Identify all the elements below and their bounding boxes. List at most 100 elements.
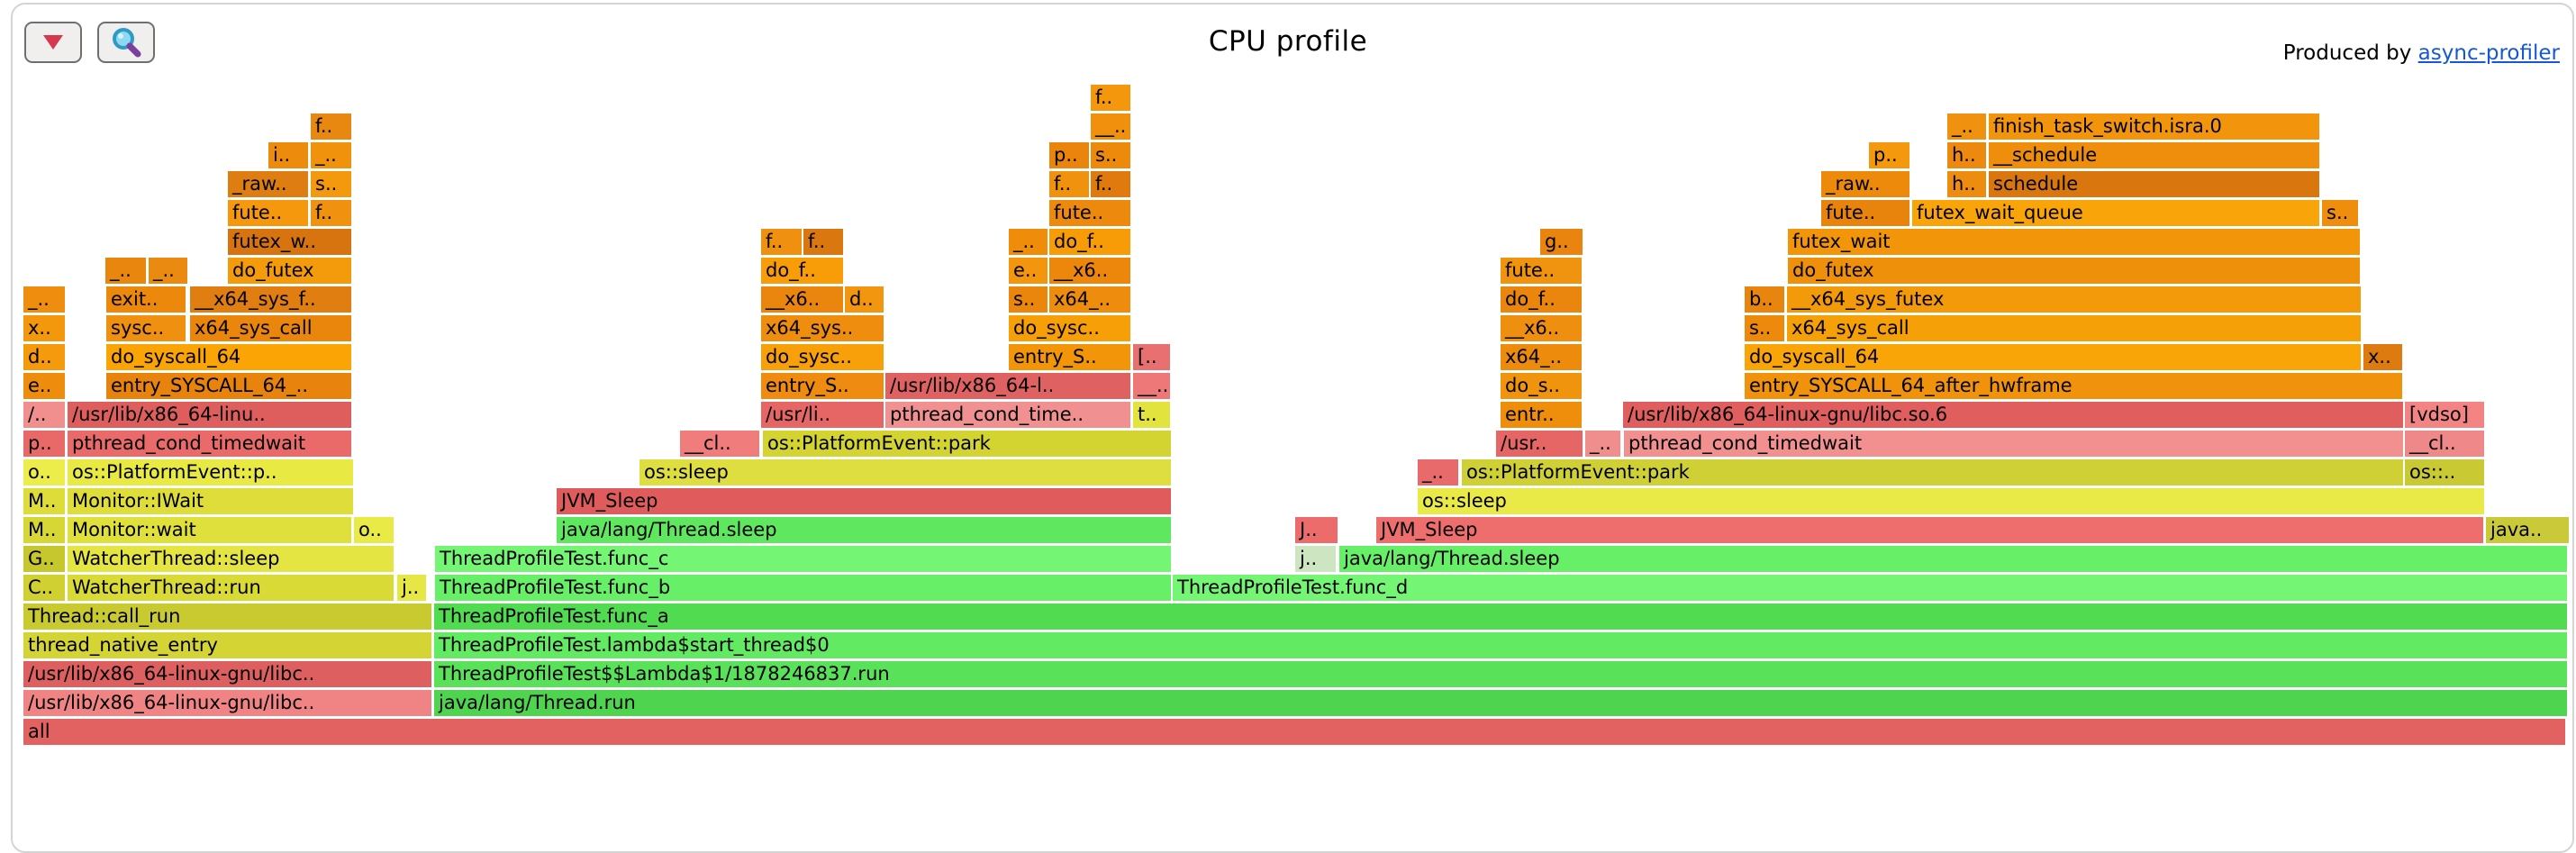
flame-frame[interactable]: x64_sys_call (1787, 315, 2361, 341)
flame-frame[interactable]: J.. (1295, 517, 1338, 543)
flame-frame[interactable]: /usr/lib/x86_64-linux-gnu/libc.. (23, 690, 431, 716)
flame-frame[interactable]: t.. (1133, 402, 1170, 428)
flame-frame[interactable]: JVM_Sleep (1376, 517, 2483, 543)
flame-frame[interactable]: [vdso] (2405, 402, 2484, 428)
flame-frame[interactable]: /usr/li.. (761, 402, 884, 428)
flame-frame[interactable]: e.. (1009, 258, 1048, 284)
async-profiler-link[interactable]: async-profiler (2417, 41, 2560, 65)
flame-frame[interactable]: os::sleep (1418, 488, 2484, 514)
flame-frame[interactable]: os::PlatformEvent::park (763, 431, 1171, 457)
flame-frame[interactable]: /usr.. (1496, 431, 1583, 457)
flame-frame[interactable]: do_s.. (1501, 373, 1582, 399)
flame-frame[interactable]: JVM_Sleep (557, 488, 1171, 514)
flame-frame[interactable]: futex_wait_queue (1912, 200, 2319, 226)
flame-frame[interactable]: _raw.. (1821, 171, 1909, 197)
flame-frame[interactable]: finish_task_switch.isra.0 (1989, 113, 2319, 140)
flame-frame[interactable]: x.. (2363, 344, 2402, 370)
flame-frame[interactable]: WatcherThread::run (68, 575, 394, 601)
flame-frame[interactable]: _.. (311, 142, 351, 168)
flame-frame[interactable]: _.. (1009, 229, 1048, 255)
flame-frame[interactable]: _raw.. (228, 171, 308, 197)
flame-frame[interactable]: M.. (23, 517, 65, 543)
flame-frame[interactable]: _.. (1418, 459, 1458, 485)
flame-frame[interactable]: p.. (23, 431, 65, 457)
flame-frame[interactable]: /.. (23, 402, 65, 428)
flame-frame[interactable]: C.. (23, 575, 65, 601)
flame-frame[interactable]: p.. (1869, 142, 1909, 168)
flame-frame[interactable]: ThreadProfileTest.func_d (1173, 575, 2567, 601)
flame-frame[interactable]: futex_wait (1788, 229, 2360, 255)
flame-frame[interactable]: __.. (1091, 113, 1130, 140)
flame-frame[interactable]: entry_SYSCALL_64_.. (106, 373, 351, 399)
flame-frame[interactable]: p.. (1049, 142, 1089, 168)
flame-frame[interactable]: _.. (1947, 113, 1986, 140)
flame-frame[interactable]: f.. (311, 200, 351, 226)
collapse-button[interactable] (24, 22, 82, 63)
flame-frame[interactable]: f.. (311, 113, 351, 140)
flame-frame[interactable]: ThreadProfileTest.func_a (434, 603, 2567, 630)
flame-frame[interactable]: os::PlatformEvent::p.. (68, 459, 353, 485)
flame-frame[interactable]: thread_native_entry (23, 632, 431, 658)
flame-frame[interactable]: f.. (1091, 171, 1130, 197)
flame-frame[interactable]: java/lang/Thread.sleep (557, 517, 1171, 543)
flame-frame[interactable]: schedule (1989, 171, 2319, 197)
flame-frame[interactable]: b.. (1745, 286, 1784, 313)
flame-frame[interactable]: __x6.. (1501, 315, 1582, 341)
flame-frame[interactable]: f.. (803, 229, 843, 255)
flame-frame[interactable]: h.. (1947, 171, 1986, 197)
flame-frame[interactable]: __.. (1133, 373, 1170, 399)
flame-frame[interactable]: /usr/lib/x86_64-linu.. (68, 402, 351, 428)
flame-frame[interactable]: pthread_cond_timedwait (1624, 431, 2403, 457)
flame-frame[interactable]: _.. (105, 258, 146, 284)
flame-frame[interactable]: sysc.. (106, 315, 186, 341)
flame-frame[interactable]: f.. (1091, 85, 1130, 111)
flame-frame[interactable]: pthread_cond_timedwait (68, 431, 351, 457)
flame-frame[interactable]: f.. (1049, 171, 1089, 197)
flame-frame[interactable]: i.. (268, 142, 308, 168)
flame-frame[interactable]: do_syscall_64 (106, 344, 351, 370)
flame-frame[interactable]: s.. (311, 171, 351, 197)
flame-frame[interactable]: __x6.. (1049, 258, 1130, 284)
flame-frame[interactable]: do_sysc.. (1009, 315, 1130, 341)
flame-frame[interactable]: d.. (845, 286, 884, 313)
flame-frame[interactable]: ThreadProfileTest$$Lambda$1/1878246837.r… (434, 661, 2567, 687)
flame-frame[interactable]: ThreadProfileTest.lambda$start_thread$0 (434, 632, 2567, 658)
flame-frame[interactable]: Monitor::wait (68, 517, 351, 543)
flame-frame[interactable]: do_f.. (1501, 286, 1582, 313)
flame-frame[interactable]: fute.. (1501, 258, 1582, 284)
flame-frame[interactable]: do_sysc.. (761, 344, 884, 370)
flame-frame[interactable]: f.. (761, 229, 802, 255)
flame-frame[interactable]: x64_sys.. (761, 315, 884, 341)
flame-frame[interactable]: java/lang/Thread.sleep (1339, 546, 2567, 572)
flame-frame[interactable]: exit.. (106, 286, 186, 313)
flame-frame[interactable]: Thread::call_run (23, 603, 431, 630)
flame-frame[interactable]: h.. (1947, 142, 1986, 168)
flame-frame[interactable]: x.. (23, 315, 65, 341)
flame-frame[interactable]: entry_S.. (761, 373, 884, 399)
flame-frame[interactable]: WatcherThread::sleep (68, 546, 394, 572)
flame-frame[interactable]: M.. (23, 488, 65, 514)
flame-frame[interactable]: o.. (354, 517, 394, 543)
flame-frame[interactable]: [.. (1133, 344, 1170, 370)
flame-frame[interactable]: _.. (149, 258, 187, 284)
flame-frame[interactable]: fute.. (1821, 200, 1909, 226)
flame-frame[interactable]: j.. (397, 575, 426, 601)
flame-frame[interactable]: Monitor::IWait (68, 488, 353, 514)
flame-frame[interactable]: __cl.. (2405, 431, 2484, 457)
flame-frame[interactable]: all (23, 719, 2565, 745)
flame-frame[interactable]: futex_w.. (228, 229, 351, 255)
flame-frame[interactable]: do_futex (228, 258, 351, 284)
flame-frame[interactable]: os::.. (2405, 459, 2484, 485)
flame-frame[interactable]: e.. (23, 373, 65, 399)
flame-frame[interactable]: x64_.. (1049, 286, 1130, 313)
flame-frame[interactable]: do_f.. (761, 258, 843, 284)
search-button[interactable] (97, 22, 155, 63)
flame-frame[interactable]: g.. (1540, 229, 1583, 255)
flame-frame[interactable]: __x6.. (761, 286, 843, 313)
flame-frame[interactable]: do_syscall_64 (1745, 344, 2361, 370)
flame-frame[interactable]: __x64_sys_futex (1787, 286, 2361, 313)
flame-frame[interactable]: __schedule (1989, 142, 2319, 168)
flame-frame[interactable]: fute.. (228, 200, 308, 226)
flame-frame[interactable]: o.. (23, 459, 65, 485)
flame-frame[interactable]: __x64_sys_f.. (190, 286, 351, 313)
